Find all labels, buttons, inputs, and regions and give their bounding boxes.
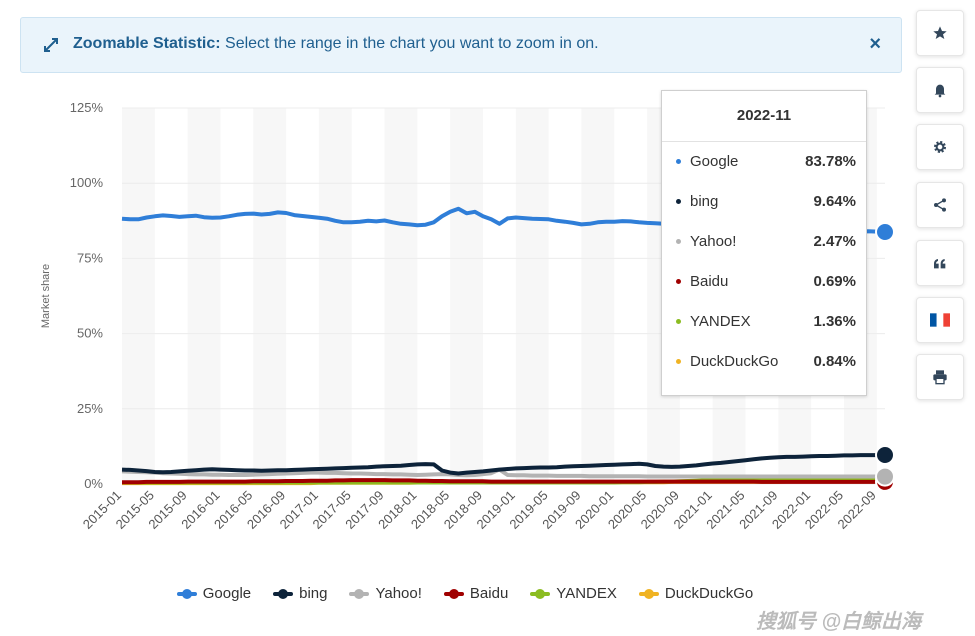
series-line-baidu[interactable]	[122, 478, 885, 485]
series-dot	[676, 279, 681, 284]
legend-label: Google	[202, 585, 252, 602]
tooltip-row: DuckDuckGo 0.84%	[662, 342, 866, 382]
tooltip-series-value: 83.78%	[805, 153, 856, 170]
zoom-banner: Zoomable Statistic: Select the range in …	[20, 17, 902, 73]
tooltip-series-name: Baidu	[690, 273, 729, 290]
tooltip-title: 2022-11	[662, 91, 866, 142]
tooltip-rows: Google 83.78% bing 9.64% Yahoo! 2.47% Baidu 0.6…	[662, 142, 866, 382]
tooltip-series-value: 0.69%	[813, 273, 856, 290]
series-marker-bing[interactable]	[875, 445, 895, 466]
chart-series	[121, 206, 895, 492]
series-line-bing[interactable]	[121, 453, 886, 476]
tooltip-row: YANDEX 1.36%	[662, 302, 866, 342]
cite-button[interactable]	[916, 240, 964, 286]
line-chart[interactable]: 0% 25% 50% 75% 100% 125% Market share 2015-01…	[0, 80, 910, 580]
legend-swatch	[443, 588, 464, 599]
tooltip-series-name: DuckDuckGo	[690, 353, 779, 370]
legend-label: Baidu	[469, 585, 509, 602]
legend-swatch	[176, 588, 197, 599]
chart-band	[384, 108, 418, 484]
share-icon	[934, 198, 946, 212]
legend-item-duckduckgo[interactable]: DuckDuckGo	[638, 585, 754, 602]
series-dot	[676, 159, 681, 164]
legend-label: Yahoo!	[375, 585, 422, 602]
y-tick-label: 75%	[77, 250, 103, 265]
tooltip-series-value: 0.84%	[813, 353, 856, 370]
watermark: 搜狐号 @白鲸出海	[756, 611, 922, 633]
series-dot	[676, 199, 681, 204]
y-tick-label: 0%	[84, 476, 103, 491]
chart-band	[515, 108, 549, 484]
x-axis-ticks: 2015-012015-052015-092016-012016-052016-…	[80, 488, 879, 532]
french-flag-icon	[930, 313, 950, 327]
banner-text: Zoomable Statistic: Select the range in …	[73, 35, 599, 53]
language-button[interactable]	[916, 297, 964, 343]
tooltip-series-name: bing	[690, 193, 719, 210]
legend-item-bing[interactable]: bing	[273, 585, 327, 602]
legend-item-yandex[interactable]: YANDEX	[530, 585, 617, 602]
bell-icon	[934, 84, 946, 98]
chart-band	[187, 108, 221, 484]
expand-icon	[44, 38, 58, 52]
chart-tooltip: 2022-11 Google 83.78% bing 9.64% Yahoo! 2.47%…	[661, 90, 867, 396]
settings-button[interactable]	[916, 124, 964, 170]
legend-swatch	[530, 588, 551, 599]
favorite-button[interactable]	[916, 10, 964, 56]
y-axis-label: Market share	[40, 264, 52, 328]
legend-label: DuckDuckGo	[664, 585, 754, 602]
chart-bands	[122, 108, 877, 484]
series-marker-google[interactable]	[875, 221, 895, 242]
series-dot	[676, 239, 681, 244]
chart-band	[122, 108, 155, 484]
legend-swatch	[638, 588, 659, 599]
tooltip-series-name: YANDEX	[690, 313, 751, 330]
tooltip-series-value: 9.64%	[813, 193, 856, 210]
y-tick-label: 100%	[70, 175, 104, 190]
tooltip-row: Baidu 0.69%	[662, 262, 866, 302]
legend-item-baidu[interactable]: Baidu	[443, 585, 509, 602]
quote-icon	[934, 259, 946, 269]
chart-band	[581, 108, 615, 484]
tooltip-series-name: Google	[690, 153, 739, 170]
tooltip-series-value: 2.47%	[813, 233, 856, 250]
printer-icon	[933, 370, 947, 385]
chart-band	[318, 108, 352, 484]
banner-message: Select the range in the chart you want t…	[225, 35, 599, 52]
legend-item-google[interactable]: Google	[176, 585, 252, 602]
series-dot	[676, 359, 681, 364]
y-tick-label: 25%	[77, 401, 103, 416]
chart-legend: Google bing Yahoo! Baidu YANDEX DuckDuckGo	[0, 585, 930, 602]
tooltip-row: bing 9.64%	[662, 182, 866, 222]
tooltip-series-value: 1.36%	[813, 313, 856, 330]
print-button[interactable]	[916, 354, 964, 400]
series-dot	[676, 319, 681, 324]
series-line-yahoo[interactable]	[121, 467, 886, 479]
legend-swatch	[273, 588, 294, 599]
gear-icon	[934, 141, 946, 153]
close-banner-button[interactable]: ×	[869, 33, 881, 55]
star-icon	[933, 26, 947, 39]
legend-label: YANDEX	[556, 585, 617, 602]
share-button[interactable]	[916, 182, 964, 228]
notification-button[interactable]	[916, 67, 964, 113]
banner-title: Zoomable Statistic:	[73, 35, 221, 52]
tooltip-row: Yahoo! 2.47%	[662, 222, 866, 262]
y-tick-label: 125%	[70, 100, 104, 115]
chart-band	[450, 108, 483, 484]
legend-swatch	[349, 588, 370, 599]
tooltip-series-name: Yahoo!	[690, 233, 737, 250]
y-tick-label: 50%	[77, 326, 103, 341]
series-marker-yahoo[interactable]	[875, 466, 895, 487]
chart-band	[253, 108, 287, 484]
legend-item-yahoo[interactable]: Yahoo!	[349, 585, 422, 602]
legend-label: bing	[299, 585, 328, 602]
y-axis-ticks: 0% 25% 50% 75% 100% 125%	[70, 100, 104, 491]
tooltip-row: Google 83.78%	[662, 142, 866, 182]
